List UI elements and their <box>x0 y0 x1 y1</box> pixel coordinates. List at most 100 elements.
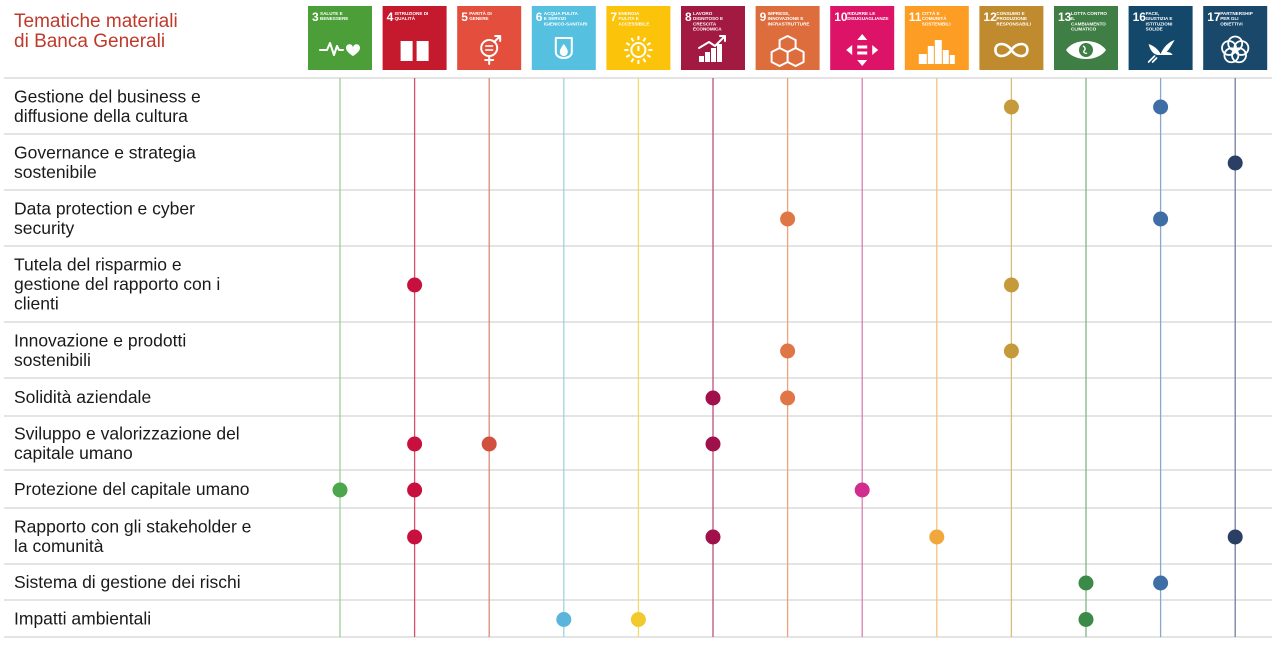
dot-row-9-sdg-8 <box>705 529 721 545</box>
sdg-12-tile-bg <box>979 6 1044 70</box>
sdg-16-label-line: GIUSTIZIA E <box>1146 16 1173 21</box>
book-icon <box>400 40 429 62</box>
row-7-label: capitale umano <box>14 443 133 463</box>
sdg-13-label-line: CAMBIAMENTO <box>1071 21 1106 26</box>
sdg-9-number: 9 <box>760 10 767 24</box>
dot-row-10-sdg-16 <box>1153 575 1169 591</box>
sun-ray <box>642 58 647 63</box>
sdg-17-label-line: OBIETTIVI <box>1220 21 1242 26</box>
dot-row-9-sdg-4 <box>407 529 423 545</box>
sun-power-icon <box>624 36 653 64</box>
infinity-icon <box>994 42 1029 58</box>
sdg-3-number: 3 <box>312 10 319 24</box>
row-6-label: Solidità aziendale <box>14 387 151 407</box>
dot-row-11-sdg-7 <box>630 612 646 627</box>
dot-row-9-sdg-11 <box>929 529 945 545</box>
row-7-label: Sviluppo e valorizzazione del <box>14 423 240 443</box>
city-icon <box>918 40 955 64</box>
dove-icon <box>1147 40 1175 63</box>
sun-ray <box>642 37 647 42</box>
dot-row-3-sdg-9 <box>780 211 796 227</box>
row-4-label: Tutela del risparmio e <box>14 255 182 275</box>
sdg-6-label-line: ACQUA PULITA <box>544 11 579 16</box>
row-3-label: Data protection e cyber <box>14 198 195 218</box>
cubes-shape <box>770 35 805 67</box>
cubes-icon <box>770 35 805 67</box>
globe-continent <box>1082 45 1088 54</box>
sdg-16-label-line: PACE, <box>1146 11 1160 16</box>
sun-ray <box>630 58 635 63</box>
flower-ring <box>1221 40 1237 56</box>
dot-row-7-sdg-8 <box>705 436 721 452</box>
sun-ray <box>646 54 652 58</box>
sdg-11-label-line: COMUNITÀ <box>922 15 947 21</box>
dot-row-9-sdg-17 <box>1227 529 1243 545</box>
heartbeat-line <box>319 42 344 56</box>
sdg-17-label-line: PER GLI <box>1220 16 1238 21</box>
dot-row-5-sdg-12 <box>1003 343 1019 359</box>
row-11-label: Impatti ambientali <box>14 609 151 629</box>
heartbeat-icon <box>319 42 360 56</box>
sdg-9-label-line: INNOVAZIONE E <box>768 16 804 21</box>
book-pages <box>400 41 429 61</box>
sdg-8-label-line: DIGNITOSO E <box>693 16 723 21</box>
row-4-label: clienti <box>14 294 59 314</box>
sdg-5-label-line: PARITÀ DI <box>469 10 492 16</box>
sdg-17-label-line: PARTNERSHIP <box>1220 11 1253 16</box>
sdg-12-label-line: CONSUMO E <box>996 11 1024 16</box>
sdg-5-label-line: GENERE <box>469 16 488 21</box>
drop-shape <box>559 44 568 56</box>
city-building <box>918 54 927 64</box>
sdg-10-label-line: RIDURRE LE <box>847 11 875 16</box>
sdg-17-number: 17 <box>1207 10 1221 24</box>
dot-row-8-sdg-3 <box>332 482 348 498</box>
eye-globe-icon <box>1066 41 1106 59</box>
sdg-3-label-line: BENESSERE <box>320 16 348 21</box>
sdg-11-number: 11 <box>909 10 922 24</box>
row-4-label: gestione del rapporto con i <box>14 274 220 294</box>
row-8-label: Protezione del capitale umano <box>14 479 249 499</box>
sdg-7-label-line: PULITA E <box>618 16 638 21</box>
sdg-6-label-line: IGIENICO-SANITARI <box>544 21 588 26</box>
sdg-16-label-line: ISTITUZIONI <box>1146 21 1173 26</box>
sun-ray <box>625 42 631 46</box>
growth-bar <box>705 52 710 62</box>
row-5-label: sostenibili <box>14 350 91 370</box>
dot-row-1-sdg-16 <box>1153 99 1169 115</box>
city-building <box>934 40 942 64</box>
infinity-shape <box>994 42 1029 58</box>
heart-shape <box>346 44 360 56</box>
dot-row-4-sdg-12 <box>1003 277 1019 293</box>
sdg-6-number: 6 <box>536 10 543 24</box>
equality-arrows-icon <box>846 34 879 66</box>
sdg-13-label-line: IL <box>1071 16 1075 21</box>
sdg-13-label-line: LOTTA CONTRO <box>1071 11 1107 16</box>
dot-row-3-sdg-16 <box>1153 211 1169 227</box>
sdg-12-number: 12 <box>983 10 997 24</box>
dot-row-7-sdg-4 <box>407 436 423 452</box>
row-3-label: security <box>14 218 75 238</box>
flower-rings-icon <box>1221 35 1250 64</box>
sdg-13-label-line: CLIMATICO <box>1071 27 1097 32</box>
chart-title-line-2: di Banca Generali <box>14 31 166 52</box>
dot-row-6-sdg-8 <box>705 390 721 406</box>
sdg-7-label-line: ACCESSIBILE <box>618 21 649 26</box>
growth-arrow <box>698 35 726 49</box>
dove-body <box>1148 40 1175 55</box>
sdg-11-label-line: SOSTENIBILI <box>922 21 951 26</box>
sdg-16-tile-bg <box>1128 6 1193 70</box>
row-10-label: Sistema di gestione dei rischi <box>14 572 241 592</box>
sdg-13-tile-bg <box>1054 6 1118 70</box>
sdg-7-label-line: ENERGIA <box>618 11 640 16</box>
chart-title: Tematiche materiali di Banca Generali <box>14 12 178 52</box>
sdg-12-label-line: RESPONSABILI <box>996 21 1030 26</box>
row-5-label: Innovazione e prodotti <box>14 330 186 350</box>
